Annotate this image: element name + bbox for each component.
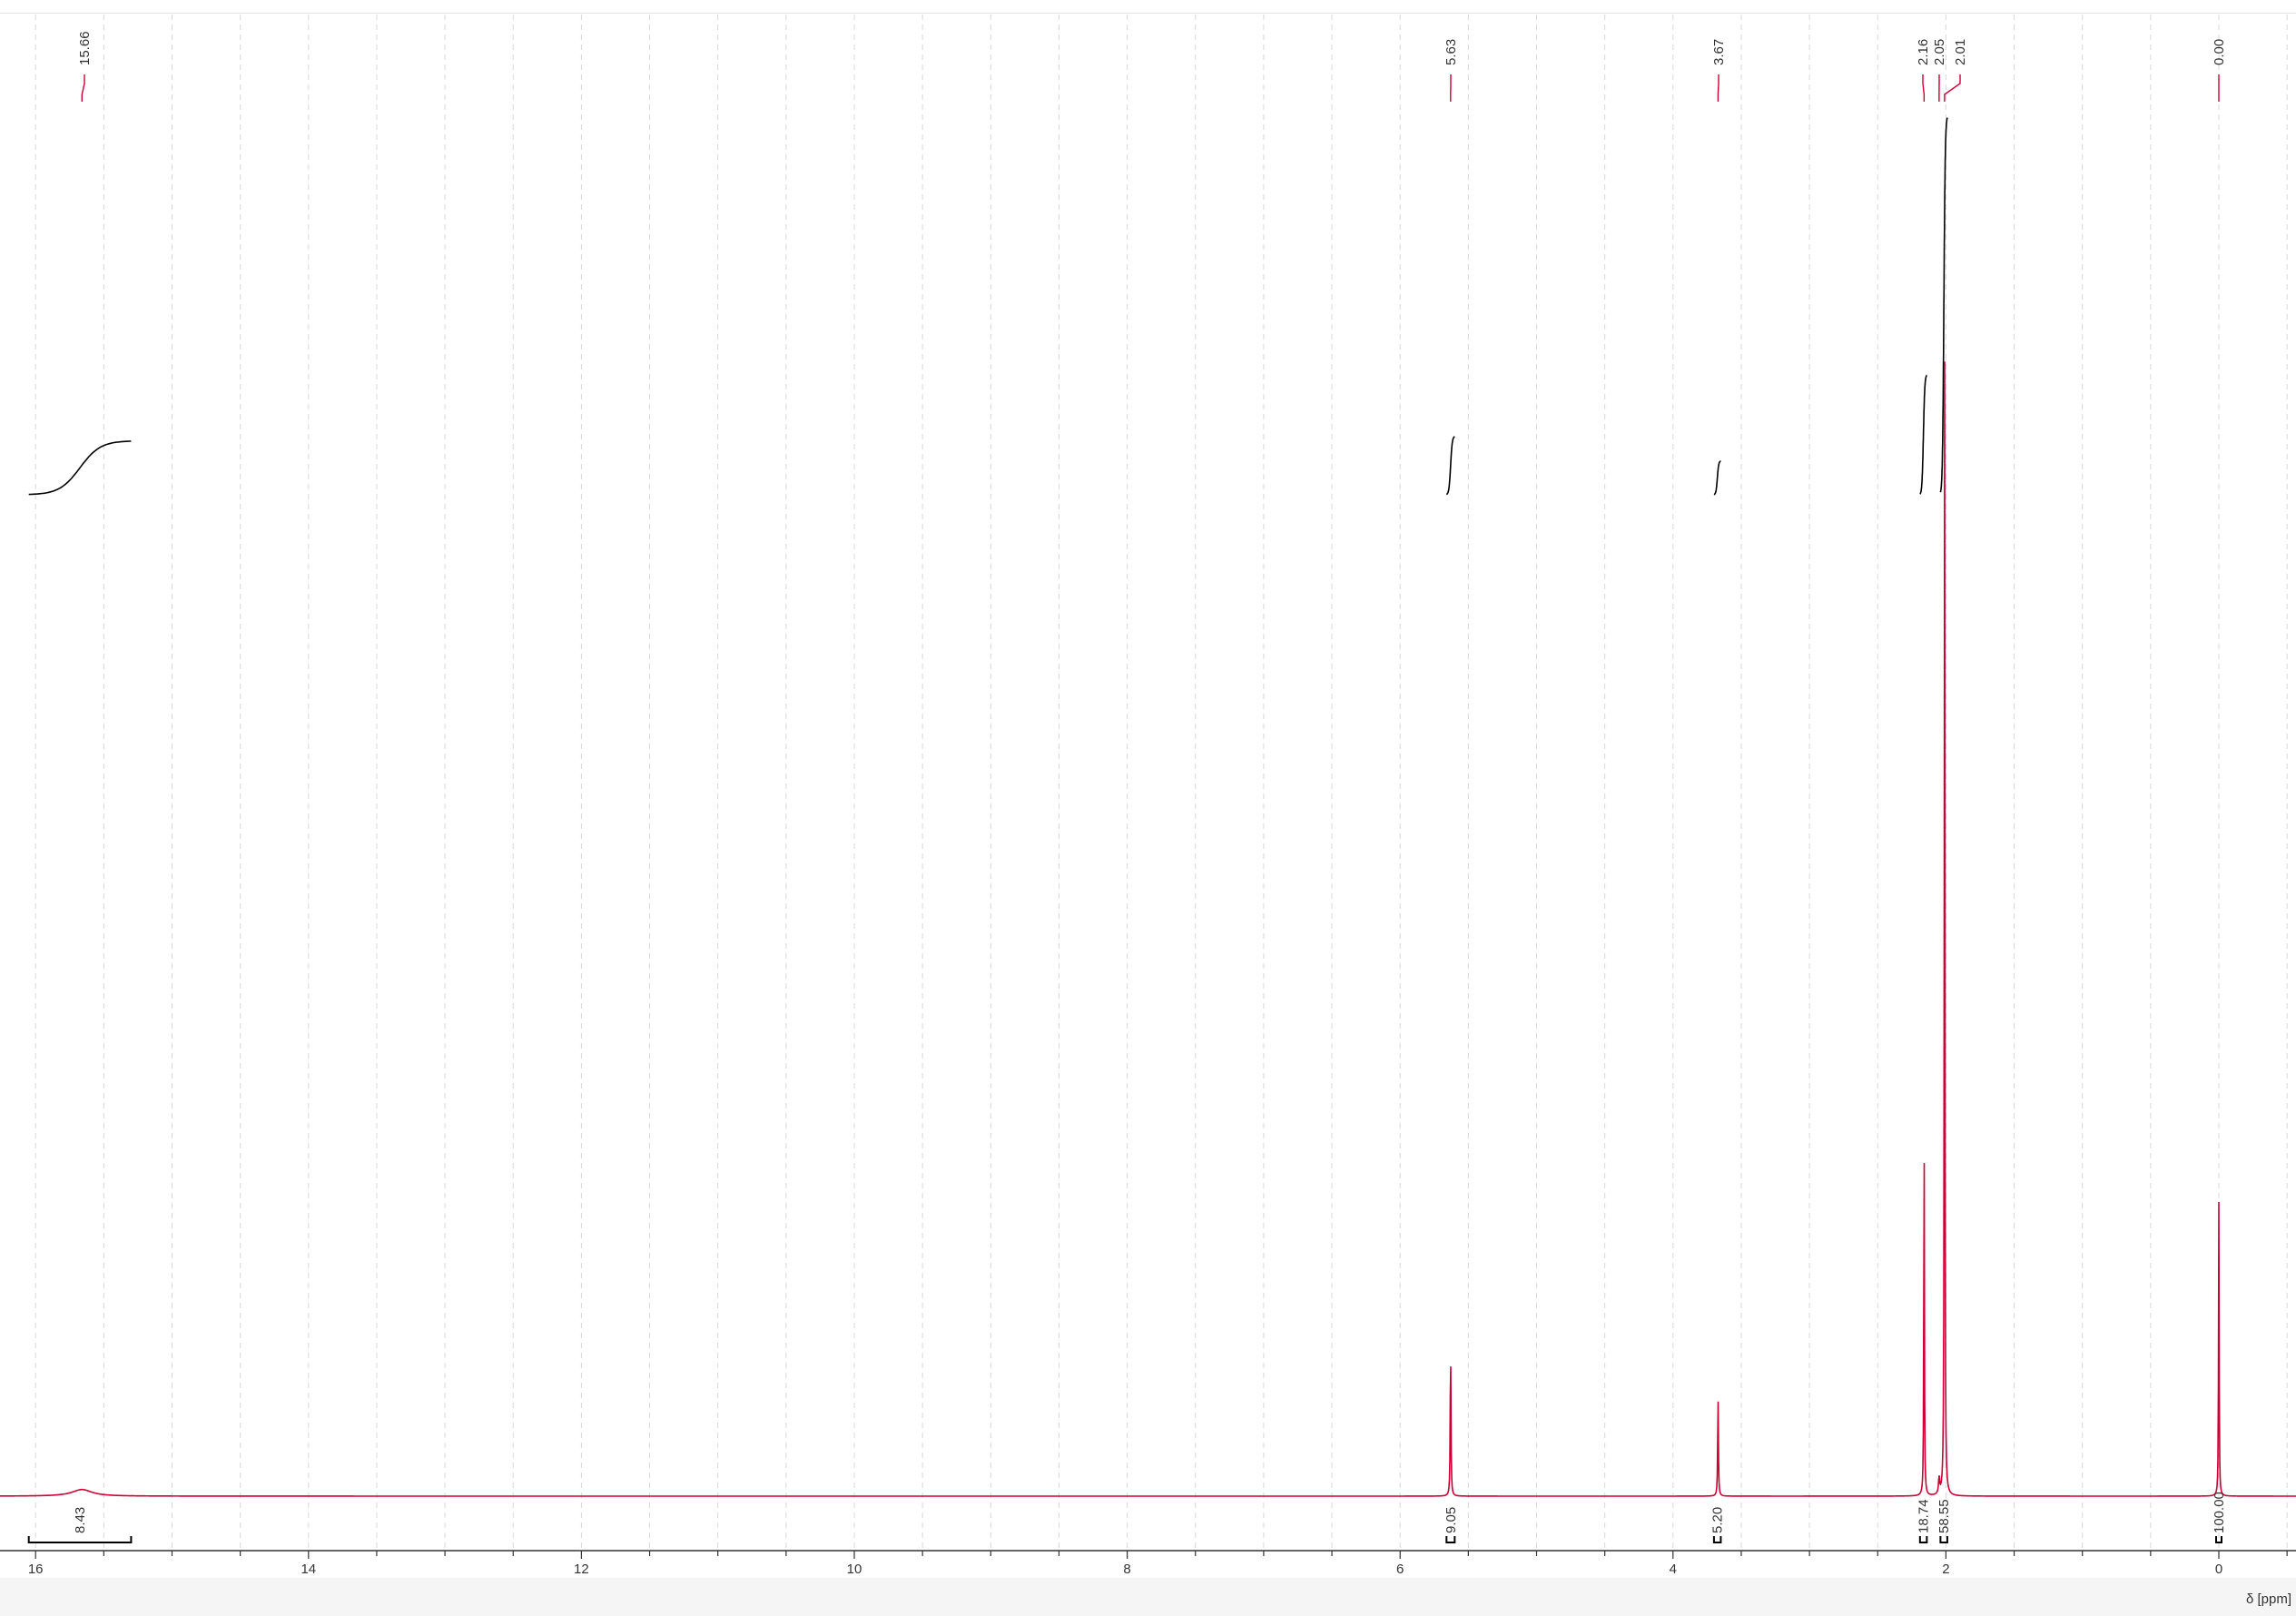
integral-bracket (1712, 1536, 1722, 1543)
integral-curve (1919, 374, 1927, 495)
x-tick-label: 4 (1670, 1562, 1677, 1577)
integral-curve (1713, 460, 1721, 496)
integral-curve (1445, 436, 1455, 496)
integral-value: 58.55 (1936, 1499, 1952, 1533)
x-tick-label: 8 (1123, 1562, 1130, 1577)
x-axis-title: δ [ppm] (2246, 1591, 2291, 1607)
integral-bracket (1445, 1536, 1456, 1543)
peak-label: 2.05 (1932, 39, 1947, 65)
integral-value: 9.05 (1444, 1507, 1459, 1533)
peak-label: 5.63 (1444, 39, 1459, 65)
peak-marker (1717, 74, 1720, 102)
integral-value: 18.74 (1917, 1499, 1932, 1533)
x-tick-label: 14 (301, 1562, 316, 1577)
integral-curve (1939, 117, 1948, 493)
integral-curve (28, 440, 132, 496)
x-tick-label: 0 (2215, 1562, 2222, 1577)
integral-bracket (1939, 1536, 1948, 1543)
integral-value: 8.43 (73, 1507, 88, 1533)
peak-label: 2.16 (1916, 39, 1931, 65)
x-tick-label: 12 (574, 1562, 589, 1577)
spectrum-line (0, 361, 2296, 1497)
integral-bracket (27, 1536, 133, 1543)
top-toolbar (0, 0, 2296, 14)
peak-marker (1944, 74, 1961, 102)
x-tick-label: 16 (28, 1562, 44, 1577)
grid-lines (34, 15, 2288, 1551)
peak-label-markers: 15.66 5.63 3.67 2.16 2.05 2.01 0.00 (77, 31, 2227, 102)
x-tick-label: 2 (1942, 1562, 1949, 1577)
integral-value: 100.00 (2212, 1492, 2227, 1533)
x-axis: 16 14 12 10 8 6 4 2 0 (0, 1550, 2296, 1577)
peak-marker (81, 74, 85, 102)
peak-label: 3.67 (1711, 39, 1727, 65)
integral-brackets: 8.43 9.05 5.20 18.74 58.55 100.00 (27, 1492, 2227, 1543)
x-tick-label: 10 (847, 1562, 862, 1577)
integral-curves (28, 117, 1948, 496)
integral-value: 5.20 (1710, 1507, 1726, 1533)
peak-label: 15.66 (77, 31, 93, 65)
integral-bracket (1918, 1536, 1928, 1543)
integral-bracket (2214, 1536, 2223, 1543)
x-tick-label: 6 (1396, 1562, 1404, 1577)
bottom-status-bar (0, 1578, 2296, 1616)
peak-marker (1922, 74, 1926, 102)
peak-label: 2.01 (1953, 39, 1968, 65)
peak-label: 0.00 (2212, 39, 2227, 65)
